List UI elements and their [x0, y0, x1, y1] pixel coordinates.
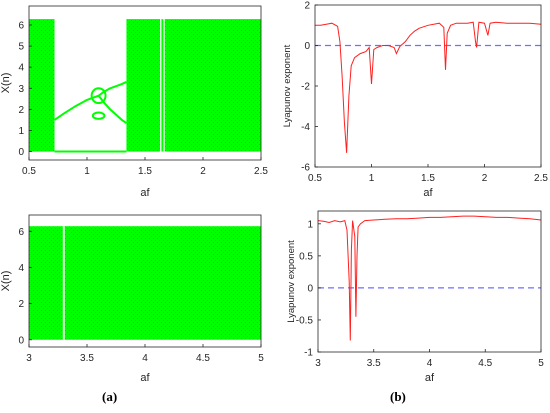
branch-loop [90, 87, 107, 105]
x-tick-label: 5 [538, 358, 544, 369]
y-tick-label: 1 [18, 126, 24, 137]
x-tick-label: 4 [427, 358, 433, 369]
y-tick-label: 4 [18, 63, 24, 74]
x-tick-label: 1 [84, 166, 90, 177]
x-tick-label: 4.5 [478, 358, 492, 369]
chaotic-band [29, 226, 261, 340]
x-tick-label: 2.5 [254, 166, 268, 177]
y-tick-label: 3 [18, 84, 24, 95]
y-tick-label: 1 [307, 219, 313, 230]
x-tick-label: 1.5 [421, 173, 435, 184]
y-axis-label: Lyapunov exponent [282, 44, 293, 127]
lyap-top-panel: 0.5 1 1.5 2 2.5 -6 -4 -2 0 2 af Lyapunov exponent [282, 1, 548, 200]
lyap-bottom-panel: 3 3.5 4 4.5 5 -1 -0.5 0 0.5 1 af Lyapunov exponent [286, 210, 544, 384]
bif-top-panel: 0.5 1 1.5 2 2.5 0 1 2 3 4 5 6 af X(n) [0, 5, 268, 199]
y-tick-label: 2 [18, 105, 24, 116]
y-tick-label: 6 [18, 20, 24, 31]
lyapunov-curve [315, 21, 542, 153]
x-tick-label: 2 [200, 166, 206, 177]
y-axis-label: X(n) [0, 271, 12, 292]
x-tick-label: 2 [482, 173, 488, 184]
bif-bottom-panel: 3 3.5 4 4.5 5 0 2 4 6 af X(n) [0, 214, 264, 384]
x-axis-label: af [140, 187, 150, 199]
x-tick-label: 4.5 [196, 353, 210, 364]
panel-label-a: (a) [102, 389, 118, 404]
x-axis-label: af [425, 372, 435, 384]
y-tick-label: -0.5 [296, 315, 314, 326]
x-tick-label: 3.5 [367, 358, 381, 369]
y-tick-label: 2 [304, 1, 310, 12]
y-tick-label: 5 [18, 42, 24, 53]
x-tick-label: 0.5 [308, 173, 322, 184]
y-tick-label: 0 [304, 41, 310, 52]
y-axis-label: X(n) [0, 73, 12, 94]
y-tick-label: -4 [301, 122, 310, 133]
periodic-window-line [62, 226, 65, 340]
x-tick-label: 3.5 [80, 353, 94, 364]
x-axis-label: af [423, 187, 433, 199]
x-axis-label: af [140, 372, 150, 384]
plot-area [315, 5, 541, 167]
periodic-branch [98, 81, 127, 97]
y-tick-label: 0 [18, 147, 24, 158]
y-tick-label: -1 [304, 348, 313, 359]
chaotic-band [29, 19, 55, 152]
lyapunov-curve [317, 215, 542, 341]
x-tick-label: 3 [26, 353, 32, 364]
panel-label-b: (b) [390, 389, 406, 404]
y-axis-label: Lyapunov exponent [286, 240, 297, 323]
x-tick-label: 4 [142, 353, 148, 364]
y-tick-label: -6 [301, 163, 310, 174]
y-tick-label: -2 [301, 82, 310, 93]
chaotic-band [164, 19, 261, 152]
x-tick-label: 1.5 [138, 166, 152, 177]
x-tick-label: 5 [258, 353, 264, 364]
branch-loop [91, 111, 106, 120]
periodic-branch [53, 94, 99, 121]
y-tick-label: 6 [18, 227, 24, 238]
x-tick-label: 2.5 [534, 173, 548, 184]
y-tick-label: 4 [18, 263, 24, 274]
y-tick-label: 0.5 [299, 251, 313, 262]
x-tick-label: 3 [315, 358, 321, 369]
x-tick-label: 0.5 [22, 166, 36, 177]
y-tick-label: 0 [18, 335, 24, 346]
y-tick-label: 0 [307, 283, 313, 294]
y-tick-label: 2 [18, 299, 24, 310]
chaotic-band [126, 19, 161, 152]
x-tick-label: 1 [369, 173, 375, 184]
